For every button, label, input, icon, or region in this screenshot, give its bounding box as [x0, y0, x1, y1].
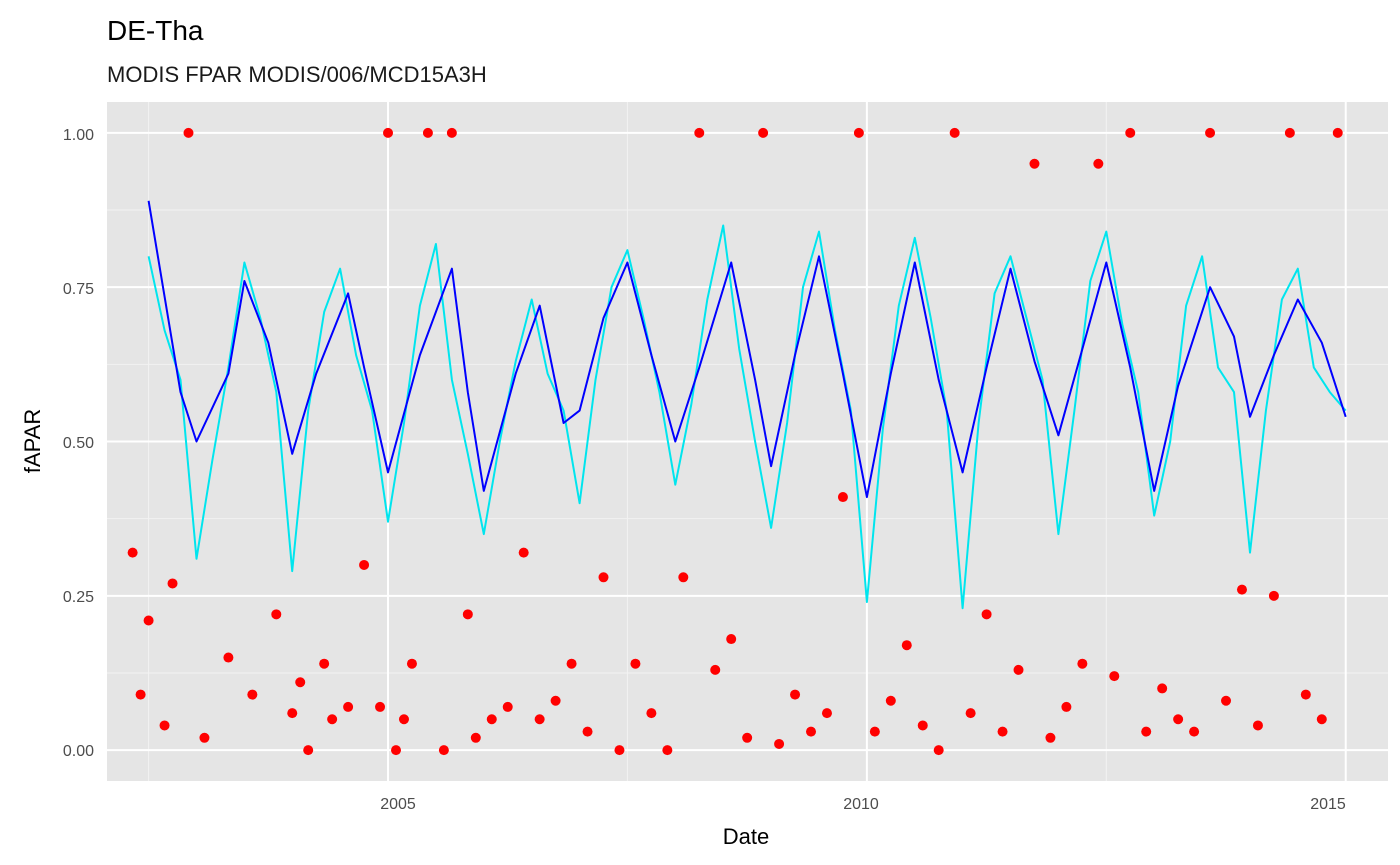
data-point [518, 547, 529, 558]
data-point [1125, 127, 1136, 138]
chart-title: DE-Tha [107, 15, 204, 46]
data-point [869, 726, 880, 737]
data-point [534, 714, 545, 725]
data-point [199, 732, 210, 743]
y-tick-label: 0.25 [63, 589, 94, 606]
data-point [383, 127, 394, 138]
data-point [566, 658, 577, 669]
data-point [303, 745, 314, 756]
data-point [598, 572, 609, 583]
data-point [630, 658, 641, 669]
data-point [726, 634, 737, 645]
data-point [247, 689, 258, 700]
data-point [390, 745, 401, 756]
x-tick-label: 2005 [380, 796, 416, 813]
data-point [1300, 689, 1311, 700]
data-point [319, 658, 330, 669]
data-point [742, 732, 753, 743]
data-point [343, 701, 354, 712]
data-point [183, 127, 194, 138]
data-point [662, 745, 673, 756]
data-point [462, 609, 473, 620]
x-axis: 2005 2010 2015 [380, 796, 1346, 813]
data-point [1189, 726, 1200, 737]
series-layer [127, 127, 1347, 756]
data-point [159, 720, 170, 731]
data-point [901, 640, 912, 651]
y-tick-label: 0.50 [63, 435, 94, 452]
data-point [422, 127, 433, 138]
data-point [710, 664, 721, 675]
data-point [965, 708, 976, 719]
major-gridlines [107, 102, 1388, 781]
data-point [446, 127, 457, 138]
data-point [223, 652, 234, 663]
data-point [981, 609, 992, 620]
data-point [135, 689, 146, 700]
data-point [758, 127, 769, 138]
data-point [853, 127, 864, 138]
data-point [470, 732, 481, 743]
data-point [127, 547, 138, 558]
data-point [1013, 664, 1024, 675]
data-point [933, 745, 944, 756]
data-point [271, 609, 282, 620]
data-point [1045, 732, 1056, 743]
data-point [997, 726, 1008, 737]
x-tick-label: 2010 [843, 796, 879, 813]
data-point [694, 127, 705, 138]
data-point [917, 720, 928, 731]
data-point [398, 714, 409, 725]
data-point [1109, 671, 1120, 682]
data-point [167, 578, 178, 589]
data-point [486, 714, 497, 725]
data-point [1141, 726, 1152, 737]
data-point [1236, 584, 1247, 595]
data-point [885, 695, 896, 706]
data-point [1205, 127, 1216, 138]
data-point [1252, 720, 1263, 731]
data-point [949, 127, 960, 138]
data-point [502, 701, 513, 712]
data-point [143, 615, 154, 626]
data-point [646, 708, 657, 719]
data-point [614, 745, 625, 756]
data-point [1332, 127, 1343, 138]
data-point [406, 658, 417, 669]
data-point [790, 689, 801, 700]
chart-subtitle: MODIS FPAR MODIS/006/MCD15A3H [107, 62, 487, 87]
data-point [1077, 658, 1088, 669]
y-axis-title: fAPAR [20, 409, 45, 473]
y-tick-label: 0.75 [63, 281, 94, 298]
data-point [438, 745, 449, 756]
data-point [375, 701, 386, 712]
data-point [1316, 714, 1327, 725]
data-point [837, 492, 848, 503]
data-point [1284, 127, 1295, 138]
x-axis-title: Date [723, 824, 769, 849]
data-point [359, 559, 370, 570]
data-point [821, 708, 832, 719]
x-tick-label: 2015 [1310, 796, 1346, 813]
data-point [582, 726, 593, 737]
data-point [287, 708, 298, 719]
y-axis: 1.00 0.75 0.50 0.25 0.00 [63, 127, 94, 760]
data-point [1029, 158, 1040, 169]
series-line [147, 200, 1347, 499]
data-point [678, 572, 689, 583]
y-tick-label: 1.00 [63, 127, 94, 144]
data-point [806, 726, 817, 737]
data-point [774, 738, 785, 749]
data-point [327, 714, 338, 725]
data-point [1268, 590, 1279, 601]
data-point [1221, 695, 1232, 706]
data-point [1093, 158, 1104, 169]
data-point [1173, 714, 1184, 725]
y-tick-label: 0.00 [63, 743, 94, 760]
data-point [1061, 701, 1072, 712]
data-point [295, 677, 306, 688]
data-point [1157, 683, 1168, 694]
data-point [550, 695, 561, 706]
